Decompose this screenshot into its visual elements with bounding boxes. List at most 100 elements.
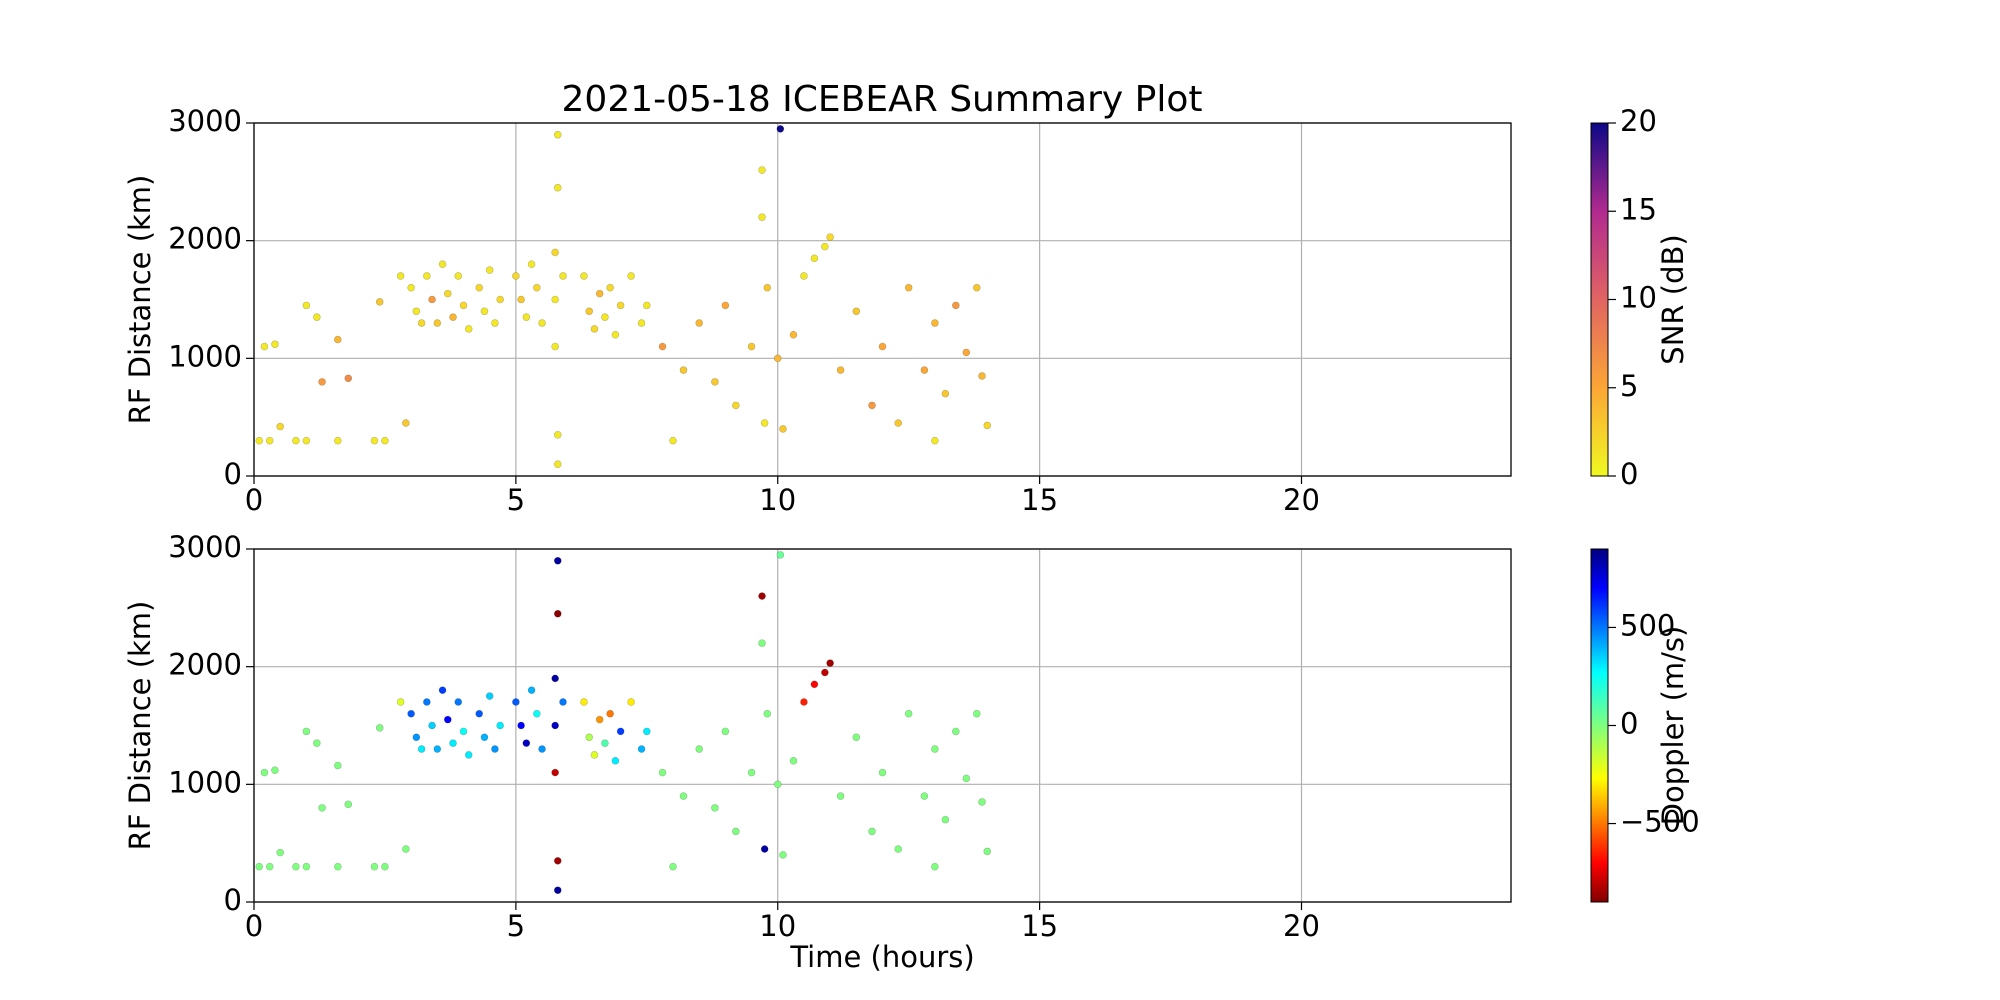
scatter-point [931,862,939,871]
scatter-point [302,862,311,871]
scatter-point [679,366,688,374]
scatter-point [265,436,274,445]
scatter-point [779,851,787,859]
scatter-point [595,715,604,724]
scatter-point [454,698,463,706]
colorbar-label: Doppler (m/s) [1656,626,1690,826]
scatter-point [551,248,559,257]
scatter-point [983,421,992,430]
scatter-point [551,342,559,351]
x-tick-label: 20 [1283,483,1320,517]
scatter-point [302,436,311,445]
scatter-point [669,862,677,871]
plot-area: 0 5 10 15 20 0 1000 2000 3000 [168,104,1511,517]
scatter-point [679,792,688,800]
scatter-point [606,283,614,292]
scatter-point [464,325,473,333]
y-tick-label: 0 [224,457,242,491]
scatter-point [758,639,766,647]
scatter-point [732,827,740,836]
scatter-point [763,283,772,292]
scatter-point [255,436,264,445]
colorbar-tick-label: 0 [1620,457,1638,491]
scatter-point [580,272,588,280]
colorbar [1590,122,1609,477]
scatter-point [611,756,620,765]
scatter-point [276,422,284,431]
scatter-point [669,436,677,445]
y-axis-label: RF Distance (km) [123,175,157,425]
scatter-point [517,295,525,304]
scatter-point [302,727,311,736]
scatter-point [412,307,421,316]
scatter-point [773,780,782,789]
scatter-point [370,436,379,445]
x-tick-label: 0 [245,909,263,943]
scatter-point [459,301,468,310]
scatter-point [779,425,787,433]
scatter-point [595,289,604,298]
scatter-point [417,745,426,753]
scatter-point [412,733,421,742]
scatter-point [695,745,703,753]
colorbar-tick-label: 500 [1620,608,1675,642]
scatter-point [381,862,389,871]
colorbar-label: SNR (dB) [1656,234,1690,364]
scatter-point [553,460,562,469]
y-tick-label: 0 [224,883,242,917]
y-tick-label: 2000 [168,222,242,256]
scatter-point [763,709,772,718]
plot-area: 0 5 10 15 20 0 1000 2000 3000 [168,530,1511,943]
y-tick-label: 1000 [168,339,242,373]
scatter-point [553,886,562,895]
axes-frame [253,548,1512,903]
scatter-point [931,436,939,445]
scatter-point [260,768,269,777]
scatter-point [375,298,384,306]
scatter-point [852,307,861,316]
colorbar-tick-label: 20 [1620,104,1657,138]
scatter-point [978,798,986,806]
scatter-point [585,733,594,742]
scatter-point [423,698,431,706]
scatter-point [522,739,531,747]
x-tick-label: 10 [759,909,796,943]
scatter-point [800,272,808,280]
scatter-point [517,721,525,730]
x-tick-label: 15 [1021,909,1058,943]
scatter-point [402,419,410,427]
colorbar-tick-label: −500 [1620,805,1700,839]
scatter-point [527,260,536,269]
scatter-point [606,709,614,718]
scatter-point [789,330,798,339]
scatter-point [333,436,342,445]
scatter-point [972,283,981,292]
scatter-point [485,692,494,700]
scatter-point [836,366,845,374]
scatter-point [800,698,808,706]
scatter-point [260,342,269,351]
scatter-point [553,609,562,618]
scatter-point [559,272,567,280]
scatter-point [512,272,520,280]
scatter-point [381,436,389,445]
scatter-point [627,272,635,280]
x-tick-label: 0 [245,483,263,517]
scatter-point [292,436,300,445]
scatter-point [972,709,981,718]
scatter-point [475,283,484,292]
scatter-point [836,792,845,800]
scatter-point [464,751,473,759]
scatter-point [491,745,499,753]
x-tick-label: 15 [1021,483,1058,517]
scatter-point [978,372,986,380]
scatter-point [313,739,321,747]
y-tick-label: 3000 [168,104,242,138]
scatter-point [789,756,798,765]
scatter-point [590,751,599,759]
scatter-point [732,401,740,410]
x-axis-label: Time (hours) [789,940,974,974]
scatter-point [952,727,960,736]
scatter-point [758,592,766,600]
